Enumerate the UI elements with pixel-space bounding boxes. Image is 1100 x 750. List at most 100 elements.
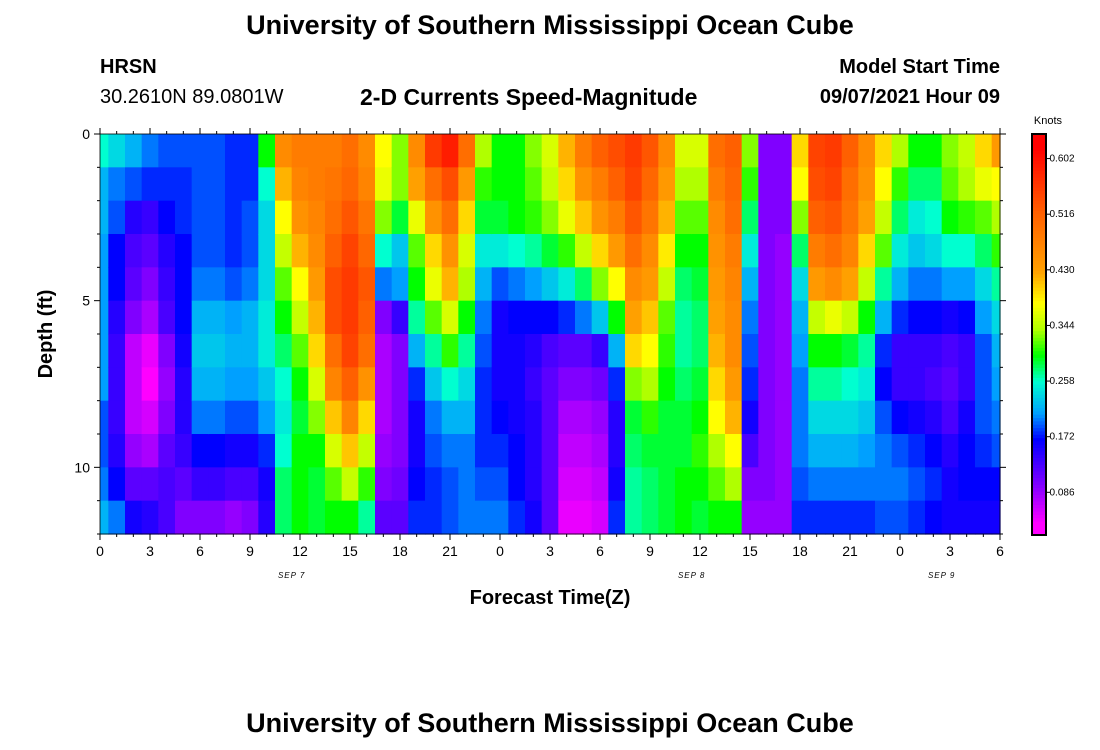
heatmap-cell xyxy=(658,200,676,235)
heatmap-cell xyxy=(108,500,126,535)
heatmap-cell xyxy=(325,267,343,302)
heatmap-cell xyxy=(341,300,359,335)
heatmap-cell xyxy=(141,134,159,168)
colorbar-band xyxy=(1032,190,1046,195)
heatmap-cell xyxy=(958,500,976,535)
colorbar-band xyxy=(1032,170,1046,175)
heatmap-cell xyxy=(775,267,793,302)
heatmap-cell xyxy=(925,167,943,202)
heatmap-cell xyxy=(558,500,576,535)
date-label: SEP 9 xyxy=(928,571,955,580)
heatmap-cell xyxy=(291,267,309,302)
colorbar-band xyxy=(1032,344,1046,349)
colorbar-band xyxy=(1032,314,1046,319)
heatmap-cell xyxy=(925,300,943,335)
heatmap-cell xyxy=(791,467,809,502)
heatmap-cell xyxy=(758,434,776,468)
heatmap-cell xyxy=(641,467,659,502)
heatmap-cell xyxy=(175,400,193,435)
heatmap-cell xyxy=(591,234,609,268)
colorbar-band xyxy=(1032,144,1046,148)
heatmap-cell xyxy=(391,467,409,502)
heatmap-cell xyxy=(658,500,676,535)
heatmap-cell xyxy=(825,434,843,468)
heatmap-cell xyxy=(258,134,276,168)
heatmap-cell xyxy=(891,200,909,235)
colorbar-band xyxy=(1032,237,1046,242)
heatmap-cell xyxy=(725,334,743,368)
colorbar-band xyxy=(1032,438,1046,443)
heatmap-cell xyxy=(175,334,193,368)
x-tick-label: 6 xyxy=(196,543,204,559)
heatmap-cell xyxy=(275,467,293,502)
heatmap-cell xyxy=(175,367,193,402)
heatmap-cell xyxy=(808,300,826,335)
heatmap-cell xyxy=(475,434,493,468)
heatmap-cell xyxy=(408,134,426,168)
heatmap-cell xyxy=(725,167,743,202)
colorbar-band xyxy=(1032,307,1046,312)
heatmap-cell xyxy=(675,200,693,235)
heatmap-cell xyxy=(308,500,326,535)
heatmap-cell xyxy=(558,134,576,168)
colorbar-band xyxy=(1032,488,1046,493)
heatmap-cell xyxy=(508,400,526,435)
heatmap-cell xyxy=(341,167,359,202)
heatmap-cell xyxy=(775,300,793,335)
heatmap-cell xyxy=(475,367,493,402)
colorbar-band xyxy=(1032,184,1046,189)
heatmap-cell xyxy=(208,167,226,202)
heatmap-cell xyxy=(675,334,693,368)
heatmap-cell xyxy=(425,400,443,435)
heatmap-cell xyxy=(100,400,109,435)
heatmap-cell xyxy=(591,267,609,302)
heatmap-cell xyxy=(291,367,309,402)
heatmap-cell xyxy=(308,300,326,335)
heatmap-cell xyxy=(608,300,626,335)
colorbar-band xyxy=(1032,224,1046,229)
heatmap-cell xyxy=(708,334,726,368)
colorbar-band xyxy=(1032,294,1046,299)
heatmap-cell xyxy=(491,400,509,435)
heatmap-cell xyxy=(158,234,176,268)
heatmap-cell xyxy=(100,434,109,468)
heatmap-cell xyxy=(258,400,276,435)
heatmap-cell xyxy=(275,134,293,168)
heatmap-cell xyxy=(375,334,393,368)
colorbar-band xyxy=(1032,247,1046,252)
heatmap-cell xyxy=(608,400,626,435)
heatmap-cell xyxy=(441,234,459,268)
heatmap-cell xyxy=(858,267,876,302)
heatmap-cell xyxy=(275,167,293,202)
heatmap-cell xyxy=(508,134,526,168)
colorbar-band xyxy=(1032,431,1046,436)
heatmap-cell xyxy=(725,434,743,468)
heatmap-cell xyxy=(958,367,976,402)
heatmap-cell xyxy=(775,334,793,368)
colorbar-band xyxy=(1032,210,1046,215)
heatmap-cell xyxy=(391,134,409,168)
heatmap-cell xyxy=(241,267,259,302)
heatmap-cell xyxy=(491,434,509,468)
heatmap-cell xyxy=(675,300,693,335)
heatmap-cell xyxy=(641,300,659,335)
heatmap-cell xyxy=(725,500,743,535)
heatmap-cell xyxy=(841,300,859,335)
heatmap-cell xyxy=(675,434,693,468)
heatmap-cell xyxy=(375,467,393,502)
heatmap-cell xyxy=(708,434,726,468)
heatmap-cell xyxy=(908,434,926,468)
colorbar-label: 0.602 xyxy=(1049,154,1074,165)
heatmap-cell xyxy=(458,367,476,402)
heatmap-cell xyxy=(858,467,876,502)
heatmap-cell xyxy=(575,234,593,268)
heatmap-cell xyxy=(391,267,409,302)
heatmap-cell xyxy=(241,200,259,235)
heatmap-cell xyxy=(675,500,693,535)
heatmap-cell xyxy=(541,167,559,202)
heatmap-cell xyxy=(125,300,143,335)
heatmap-cell xyxy=(608,267,626,302)
colorbar-label: 0.258 xyxy=(1049,376,1074,387)
heatmap-cell xyxy=(941,200,959,235)
heatmap-cell xyxy=(191,367,209,402)
